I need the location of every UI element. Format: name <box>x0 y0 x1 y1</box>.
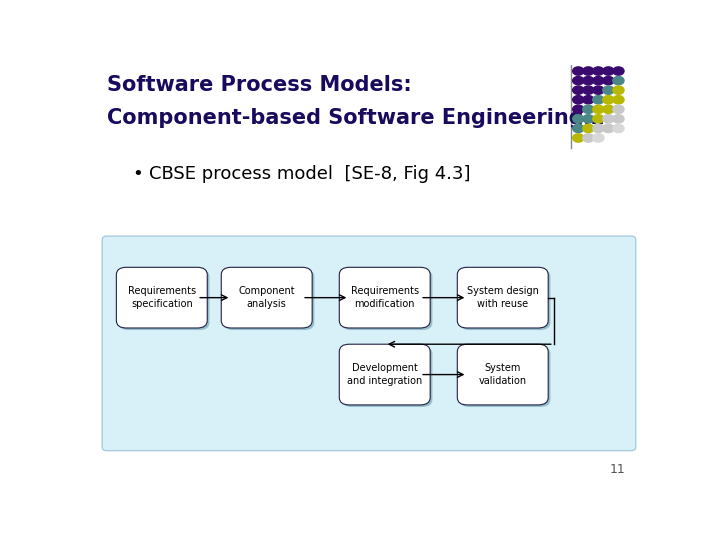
FancyBboxPatch shape <box>223 269 315 330</box>
Circle shape <box>572 86 584 94</box>
FancyBboxPatch shape <box>102 236 636 451</box>
Circle shape <box>593 134 604 142</box>
Circle shape <box>613 124 624 133</box>
FancyBboxPatch shape <box>457 344 548 405</box>
Circle shape <box>613 67 624 75</box>
Circle shape <box>582 77 594 85</box>
Circle shape <box>603 124 614 133</box>
Circle shape <box>572 134 584 142</box>
Circle shape <box>603 96 614 104</box>
Circle shape <box>603 67 614 75</box>
Circle shape <box>593 114 604 123</box>
Text: System
validation: System validation <box>479 363 527 386</box>
Circle shape <box>572 96 584 104</box>
Circle shape <box>613 86 624 94</box>
Circle shape <box>603 114 614 123</box>
Text: 11: 11 <box>610 463 626 476</box>
FancyBboxPatch shape <box>221 267 312 328</box>
Circle shape <box>593 67 604 75</box>
Circle shape <box>593 96 604 104</box>
FancyBboxPatch shape <box>339 344 430 405</box>
Text: System design
with reuse: System design with reuse <box>467 286 539 309</box>
Circle shape <box>603 77 614 85</box>
Circle shape <box>593 105 604 113</box>
Circle shape <box>582 134 594 142</box>
Text: Requirements
specification: Requirements specification <box>127 286 196 309</box>
FancyBboxPatch shape <box>459 346 550 407</box>
Circle shape <box>603 105 614 113</box>
Text: •: • <box>132 165 143 183</box>
Text: Component-based Software Engineering…: Component-based Software Engineering… <box>107 109 604 129</box>
Circle shape <box>613 114 624 123</box>
FancyBboxPatch shape <box>341 346 433 407</box>
Text: Software Process Models:: Software Process Models: <box>107 75 412 95</box>
FancyBboxPatch shape <box>459 269 550 330</box>
Text: Component
analysis: Component analysis <box>238 286 295 309</box>
Circle shape <box>613 77 624 85</box>
Circle shape <box>613 105 624 113</box>
Text: CBSE process model  [SE-8, Fig 4.3]: CBSE process model [SE-8, Fig 4.3] <box>148 165 470 183</box>
FancyBboxPatch shape <box>119 269 210 330</box>
Circle shape <box>613 96 624 104</box>
Circle shape <box>603 86 614 94</box>
Circle shape <box>572 77 584 85</box>
Text: Development
and integration: Development and integration <box>347 363 423 386</box>
Circle shape <box>593 86 604 94</box>
FancyBboxPatch shape <box>339 267 430 328</box>
Circle shape <box>582 67 594 75</box>
Circle shape <box>572 105 584 113</box>
Circle shape <box>593 77 604 85</box>
Circle shape <box>582 105 594 113</box>
FancyBboxPatch shape <box>341 269 433 330</box>
FancyBboxPatch shape <box>117 267 207 328</box>
Circle shape <box>572 67 584 75</box>
Circle shape <box>582 86 594 94</box>
Circle shape <box>582 114 594 123</box>
Circle shape <box>572 114 584 123</box>
Circle shape <box>582 96 594 104</box>
Circle shape <box>572 124 584 133</box>
Circle shape <box>593 124 604 133</box>
Circle shape <box>582 124 594 133</box>
Text: Requirements
modification: Requirements modification <box>351 286 419 309</box>
FancyBboxPatch shape <box>457 267 548 328</box>
